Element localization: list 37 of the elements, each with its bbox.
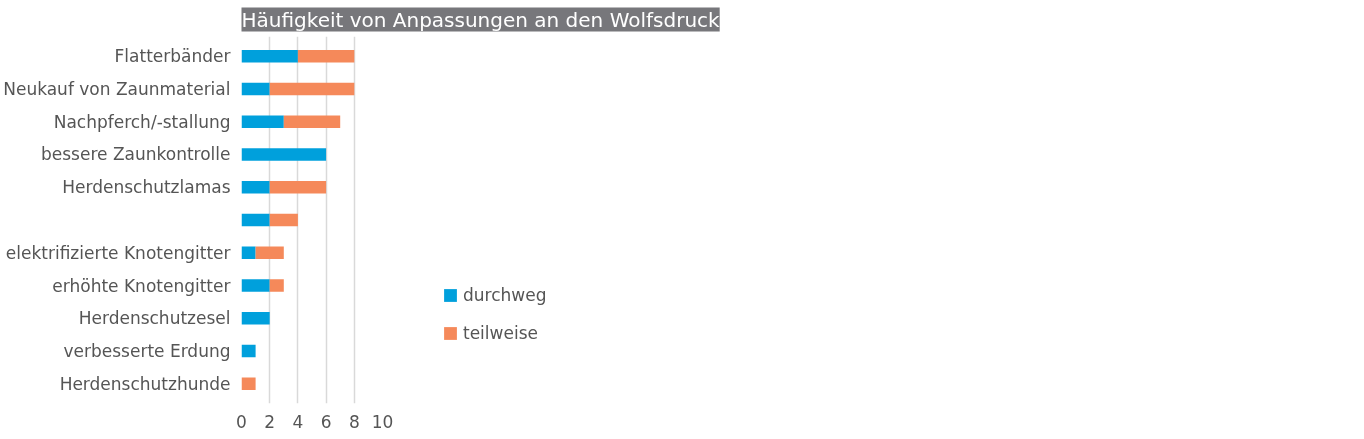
y-tick-label: Herdenschutzlamas xyxy=(62,177,231,198)
x-tick-label: 10 xyxy=(371,411,394,432)
legend-label: teilweise xyxy=(463,323,538,343)
bar xyxy=(241,279,270,292)
bar xyxy=(241,49,298,63)
y-tick-label: Flatterbänder xyxy=(114,46,231,67)
bar xyxy=(241,312,270,325)
bar xyxy=(269,279,284,292)
bar xyxy=(297,49,355,63)
bar xyxy=(241,344,256,358)
y-tick-label: Neukauf von Zaunmaterial xyxy=(3,78,231,99)
x-tick-label: 6 xyxy=(320,411,332,432)
bar xyxy=(241,377,256,391)
bar xyxy=(241,246,256,259)
y-tick-label: bessere Zaunkontrolle xyxy=(40,144,231,165)
text: Häufigkeit von Anpassungen an den Wolfsdruck xyxy=(241,7,721,32)
bar xyxy=(241,115,284,128)
bar xyxy=(269,82,355,96)
x-tick-label: 0 xyxy=(236,411,247,432)
x-tick-label: 4 xyxy=(292,411,304,432)
bar xyxy=(241,213,270,227)
bar xyxy=(269,181,327,194)
bar xyxy=(283,115,341,128)
x-tick-label: 8 xyxy=(348,411,360,432)
bar xyxy=(241,181,270,194)
y-tick-label: Herdenschutzesel xyxy=(78,308,231,329)
bar xyxy=(269,213,298,227)
y-tick-label: erhöhte Knotengitter xyxy=(52,275,231,296)
legend-label: durchweg xyxy=(463,285,547,305)
bar xyxy=(255,246,284,259)
y-tick-label: Herdenschutzhunde xyxy=(59,373,231,394)
y-tick-label: elektrifizierte Knotengitter xyxy=(5,242,231,263)
y-tick-label: verbesserte Erdung xyxy=(63,341,231,362)
x-tick-label: 2 xyxy=(264,411,276,432)
y-tick-label: Nachpferch/-stallung xyxy=(53,111,231,132)
bar xyxy=(241,148,327,161)
bar xyxy=(241,82,270,96)
